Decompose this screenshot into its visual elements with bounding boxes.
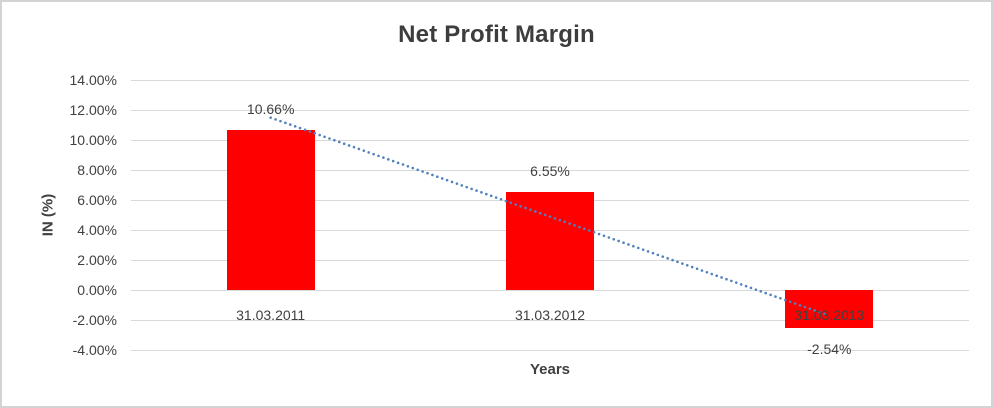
y-tick-label: 6.00% xyxy=(77,192,117,208)
gridline xyxy=(131,109,969,111)
y-tick-label: -2.00% xyxy=(72,312,117,328)
trendline[interactable] xyxy=(269,116,831,317)
gridline xyxy=(131,169,969,171)
gridline xyxy=(131,139,969,141)
y-tick-label: 14.00% xyxy=(69,72,117,88)
data-label: 10.66% xyxy=(246,101,295,118)
gridline xyxy=(131,79,969,81)
x-axis-title: Years xyxy=(529,361,571,378)
gridline xyxy=(131,349,969,351)
x-tick-label: 31.03.2012 xyxy=(514,307,586,323)
y-tick-label: 4.00% xyxy=(77,222,117,238)
y-tick-label: 0.00% xyxy=(77,282,117,298)
data-label: 6.55% xyxy=(530,162,570,179)
chart-title: Net Profit Margin xyxy=(398,21,595,48)
gridline xyxy=(131,289,969,291)
gridline xyxy=(131,319,969,321)
x-tick-label: 31.03.2013 xyxy=(794,307,865,323)
y-tick-label: -4.00% xyxy=(72,342,117,358)
bar[interactable] xyxy=(506,191,594,290)
y-tick-label: 12.00% xyxy=(69,102,117,118)
y-tick-label: 2.00% xyxy=(77,252,117,268)
x-tick-label: 31.03.2011 xyxy=(236,307,306,323)
bar[interactable] xyxy=(226,130,315,290)
y-tick-label: 8.00% xyxy=(77,162,117,178)
y-tick-label: 10.00% xyxy=(69,132,117,148)
bar[interactable] xyxy=(785,290,874,329)
data-label: -2.54% xyxy=(807,341,852,358)
